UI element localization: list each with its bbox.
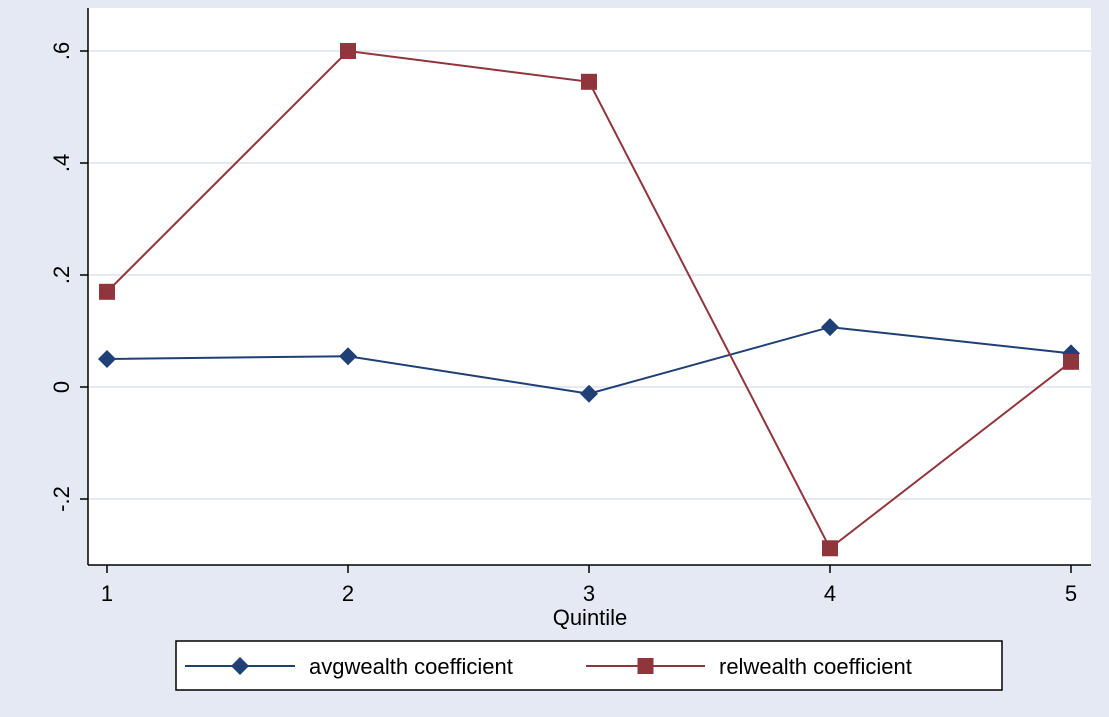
legend-items: avgwealth coefficient relwealth coefficie… <box>185 654 912 679</box>
x-axis-title: Quintile <box>553 605 628 630</box>
x-tick-label-0: 1 <box>101 581 113 606</box>
legend-label-0: avgwealth coefficient <box>309 654 513 679</box>
x-tick-label-1: 2 <box>342 581 354 606</box>
series-1-point-0 <box>99 283 115 300</box>
x-tick-label-3: 4 <box>824 581 836 606</box>
series-0-point-1 <box>339 347 357 366</box>
legend-item-1: relwealth coefficient <box>586 654 912 679</box>
legend-label-1: relwealth coefficient <box>719 654 912 679</box>
legend-marker-1 <box>637 658 654 674</box>
x-axis-ticks: 1 2 3 4 5 <box>88 564 1091 606</box>
x-tick-label-2: 3 <box>583 581 595 606</box>
series-0-point-3 <box>821 318 839 337</box>
series-1 <box>99 43 1079 557</box>
series-1-point-2 <box>581 73 597 90</box>
y-tick-label-2: .2 <box>49 266 74 284</box>
y-tick-label-3: .4 <box>49 154 74 172</box>
series-0-point-2 <box>580 384 598 403</box>
series-layer <box>98 43 1080 557</box>
y-axis-ticks: -.2 0 .2 .4 .6 <box>49 8 89 565</box>
series-1-point-3 <box>822 540 838 557</box>
legend-item-0: avgwealth coefficient <box>185 654 513 679</box>
y-tick-label-1: 0 <box>49 381 74 393</box>
legend-marker-0 <box>231 657 249 675</box>
series-0-point-0 <box>98 350 116 368</box>
y-tick-label-0: -.2 <box>49 486 74 512</box>
plot-area <box>88 8 1091 565</box>
x-tick-label-4: 5 <box>1065 581 1077 606</box>
series-1-point-1 <box>340 43 356 59</box>
legend: avgwealth coefficient relwealth coefficie… <box>175 640 1003 691</box>
series-1-point-4 <box>1063 353 1079 370</box>
y-tick-label-4: .6 <box>49 42 74 60</box>
